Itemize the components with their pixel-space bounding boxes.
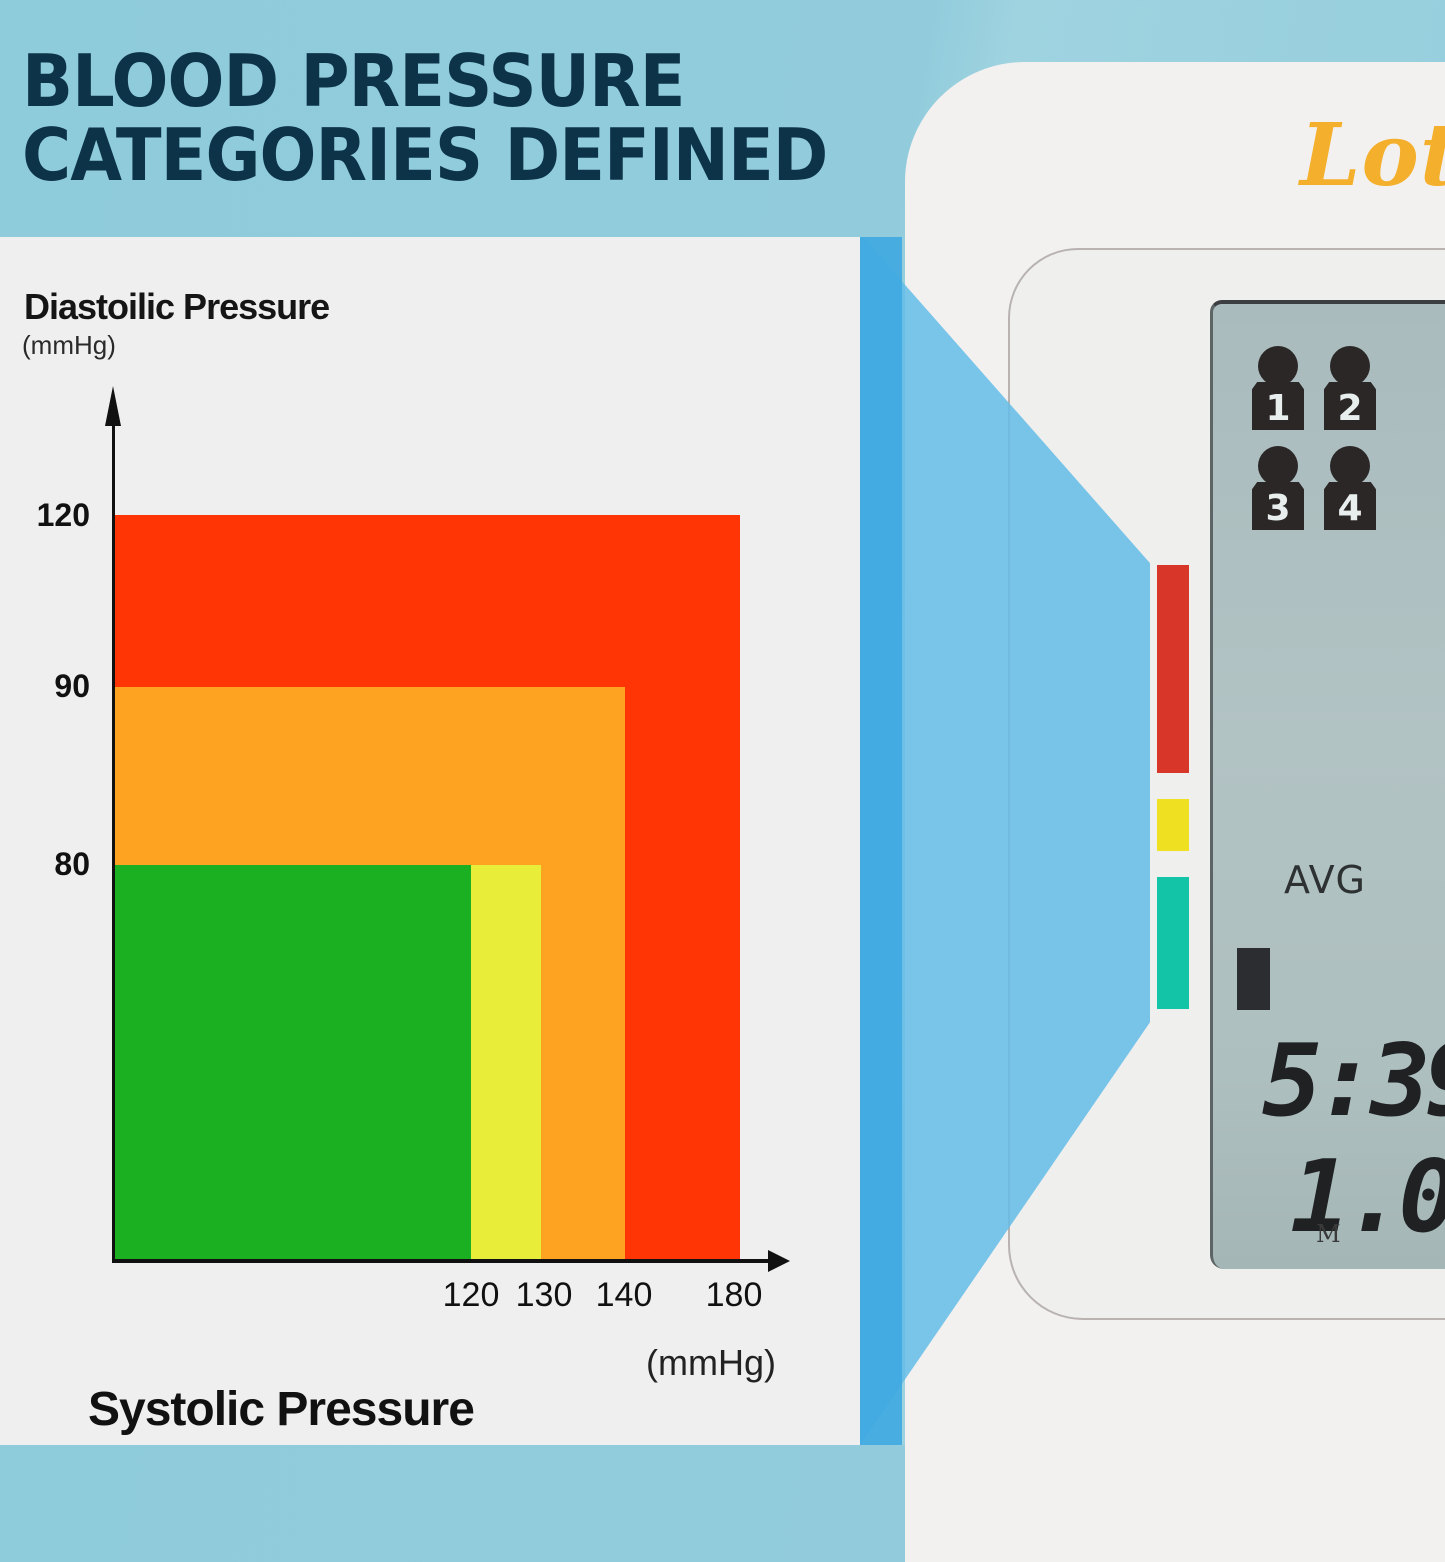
y-tick-90: 90 bbox=[54, 668, 90, 704]
decorative-blue-strip bbox=[860, 237, 902, 1445]
x-axis-unit: (mmHg) bbox=[646, 1342, 776, 1383]
title-line-1: BLOOD PRESSURE bbox=[22, 39, 685, 123]
avg-label: AVG bbox=[1284, 858, 1367, 902]
indicator-yellow bbox=[1157, 799, 1189, 851]
lcd-screen bbox=[1210, 300, 1445, 1269]
x-tick-140: 140 bbox=[595, 1276, 653, 1314]
y-axis-unit: (mmHg) bbox=[22, 330, 116, 360]
y-axis-title: Diastoilic Pressure bbox=[24, 286, 330, 327]
y-axis bbox=[112, 400, 115, 1262]
title-line-2: CATEGORIES DEFINED bbox=[22, 113, 828, 197]
y-tick-120: 120 bbox=[36, 497, 90, 533]
x-tick-180: 180 bbox=[705, 1276, 763, 1314]
region-normal bbox=[113, 865, 471, 1261]
lcd-time: 5:39 bbox=[1262, 1022, 1445, 1139]
lcd-bar-segment bbox=[1237, 948, 1270, 1010]
user-1-icon: 1 bbox=[1252, 346, 1304, 432]
user-4-icon: 4 bbox=[1324, 446, 1376, 532]
x-tick-130: 130 bbox=[515, 1276, 573, 1314]
lcd-date: 1.02 bbox=[1290, 1138, 1445, 1255]
x-axis-title: Systolic Pressure bbox=[88, 1383, 475, 1436]
user-3-icon: 3 bbox=[1252, 446, 1304, 532]
indicator-red bbox=[1157, 565, 1189, 773]
x-axis-arrow-icon bbox=[768, 1250, 790, 1272]
indicator-teal bbox=[1157, 877, 1189, 1009]
y-axis-arrow-icon bbox=[105, 386, 121, 426]
x-axis bbox=[112, 1259, 777, 1263]
brand-logo: Lot bbox=[1300, 105, 1445, 206]
user-2-icon: 2 bbox=[1324, 346, 1376, 432]
x-tick-120: 120 bbox=[442, 1276, 500, 1314]
page-title: BLOOD PRESSURE CATEGORIES DEFINED bbox=[22, 39, 828, 197]
y-tick-80: 80 bbox=[54, 846, 90, 882]
lcd-month-marker: M bbox=[1316, 1220, 1341, 1248]
